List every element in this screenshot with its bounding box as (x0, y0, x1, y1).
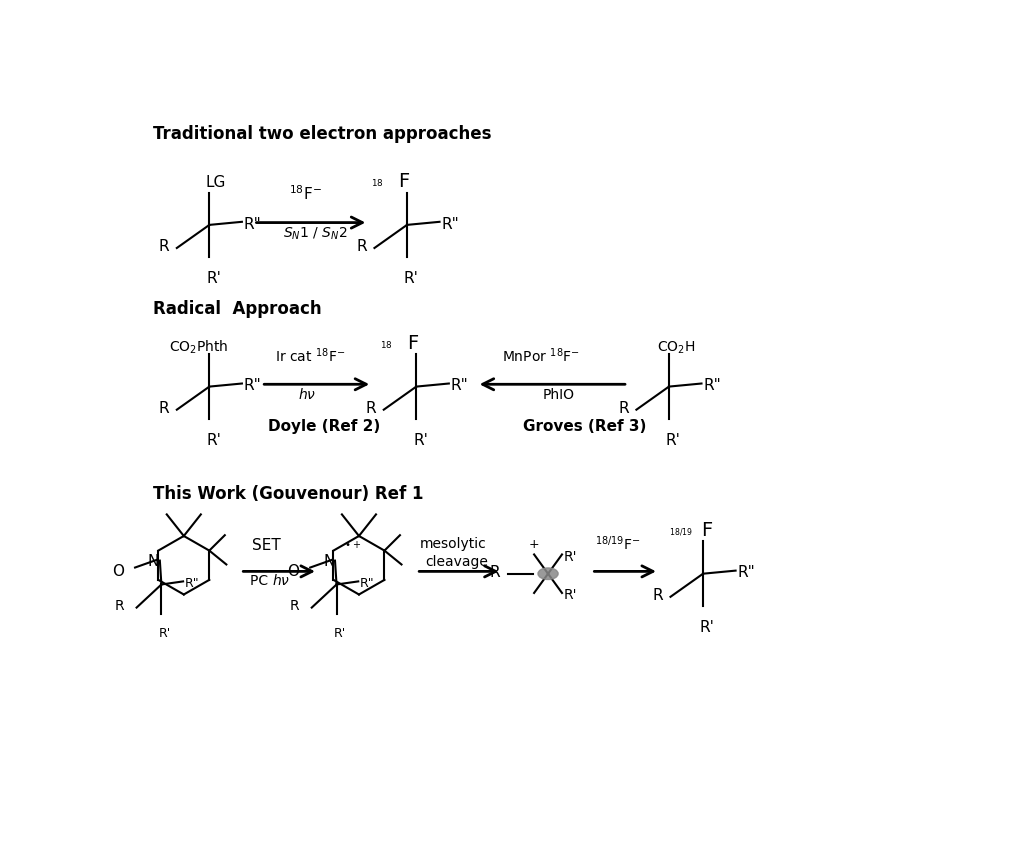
Text: Ir cat $^{18}$F$^{-}$: Ir cat $^{18}$F$^{-}$ (275, 346, 345, 365)
Text: SET: SET (252, 538, 281, 553)
Text: R': R' (159, 627, 171, 640)
Text: N: N (324, 554, 335, 569)
Text: R": R" (244, 217, 261, 231)
Text: $^{18}$F$^{-}$: $^{18}$F$^{-}$ (289, 185, 323, 204)
Text: PC: PC (251, 574, 273, 589)
Text: R': R' (666, 433, 681, 447)
Text: R": R" (441, 217, 459, 231)
Text: Radical  Approach: Radical Approach (153, 300, 322, 319)
Text: O: O (113, 563, 124, 579)
Text: R": R" (244, 378, 261, 394)
Text: R': R' (206, 271, 221, 286)
Text: +: + (528, 537, 540, 551)
Text: $^{18/19}$: $^{18/19}$ (669, 528, 693, 538)
Text: R": R" (359, 577, 375, 590)
Text: F: F (397, 172, 409, 191)
Text: R': R' (700, 620, 715, 635)
Ellipse shape (538, 568, 558, 579)
Text: MnPor $^{18}$F$^{-}$: MnPor $^{18}$F$^{-}$ (502, 346, 580, 365)
Text: $^{\bullet+}$: $^{\bullet+}$ (344, 540, 361, 553)
Text: R': R' (563, 550, 578, 563)
Text: R": R" (737, 565, 755, 580)
Text: R: R (618, 400, 629, 415)
Text: $S_{N}1$ / $S_{N}2$: $S_{N}1$ / $S_{N}2$ (283, 225, 347, 242)
Text: R: R (356, 239, 367, 254)
Text: R: R (366, 400, 376, 415)
Text: R': R' (414, 433, 428, 447)
Text: O: O (288, 563, 299, 579)
Text: mesolytic: mesolytic (420, 537, 486, 551)
Text: R: R (115, 599, 124, 613)
Text: $h\nu$: $h\nu$ (299, 387, 316, 402)
Text: F: F (701, 521, 713, 540)
Text: PhIO: PhIO (543, 388, 574, 402)
Text: Traditional two electron approaches: Traditional two electron approaches (153, 124, 492, 143)
Text: R: R (290, 599, 299, 613)
Text: R': R' (403, 271, 419, 286)
Text: Doyle (Ref 2): Doyle (Ref 2) (267, 420, 380, 434)
Text: This Work (Gouvenour) Ref 1: This Work (Gouvenour) Ref 1 (153, 485, 423, 503)
Text: R: R (489, 564, 500, 579)
Text: R': R' (206, 433, 221, 447)
Text: R: R (159, 239, 169, 254)
Text: $_{18}$: $_{18}$ (380, 338, 393, 352)
Text: R: R (159, 400, 169, 415)
Text: F: F (407, 334, 418, 352)
Text: R': R' (563, 588, 578, 602)
Text: Groves (Ref 3): Groves (Ref 3) (523, 420, 646, 434)
Text: R": R" (703, 378, 721, 394)
Text: CO$_2$Phth: CO$_2$Phth (169, 338, 228, 356)
Text: R": R" (451, 378, 468, 394)
Text: CO$_2$H: CO$_2$H (657, 340, 695, 356)
Text: R: R (652, 588, 663, 603)
Text: R": R" (184, 577, 200, 590)
Text: LG: LG (206, 175, 226, 190)
Text: $^{18/19}$F$^{-}$: $^{18/19}$F$^{-}$ (595, 534, 640, 553)
Text: cleavage: cleavage (426, 555, 488, 569)
Text: $_{18}$: $_{18}$ (371, 177, 384, 189)
Text: R': R' (334, 627, 346, 640)
Text: $h\nu$: $h\nu$ (272, 574, 291, 589)
Text: N: N (147, 554, 160, 569)
